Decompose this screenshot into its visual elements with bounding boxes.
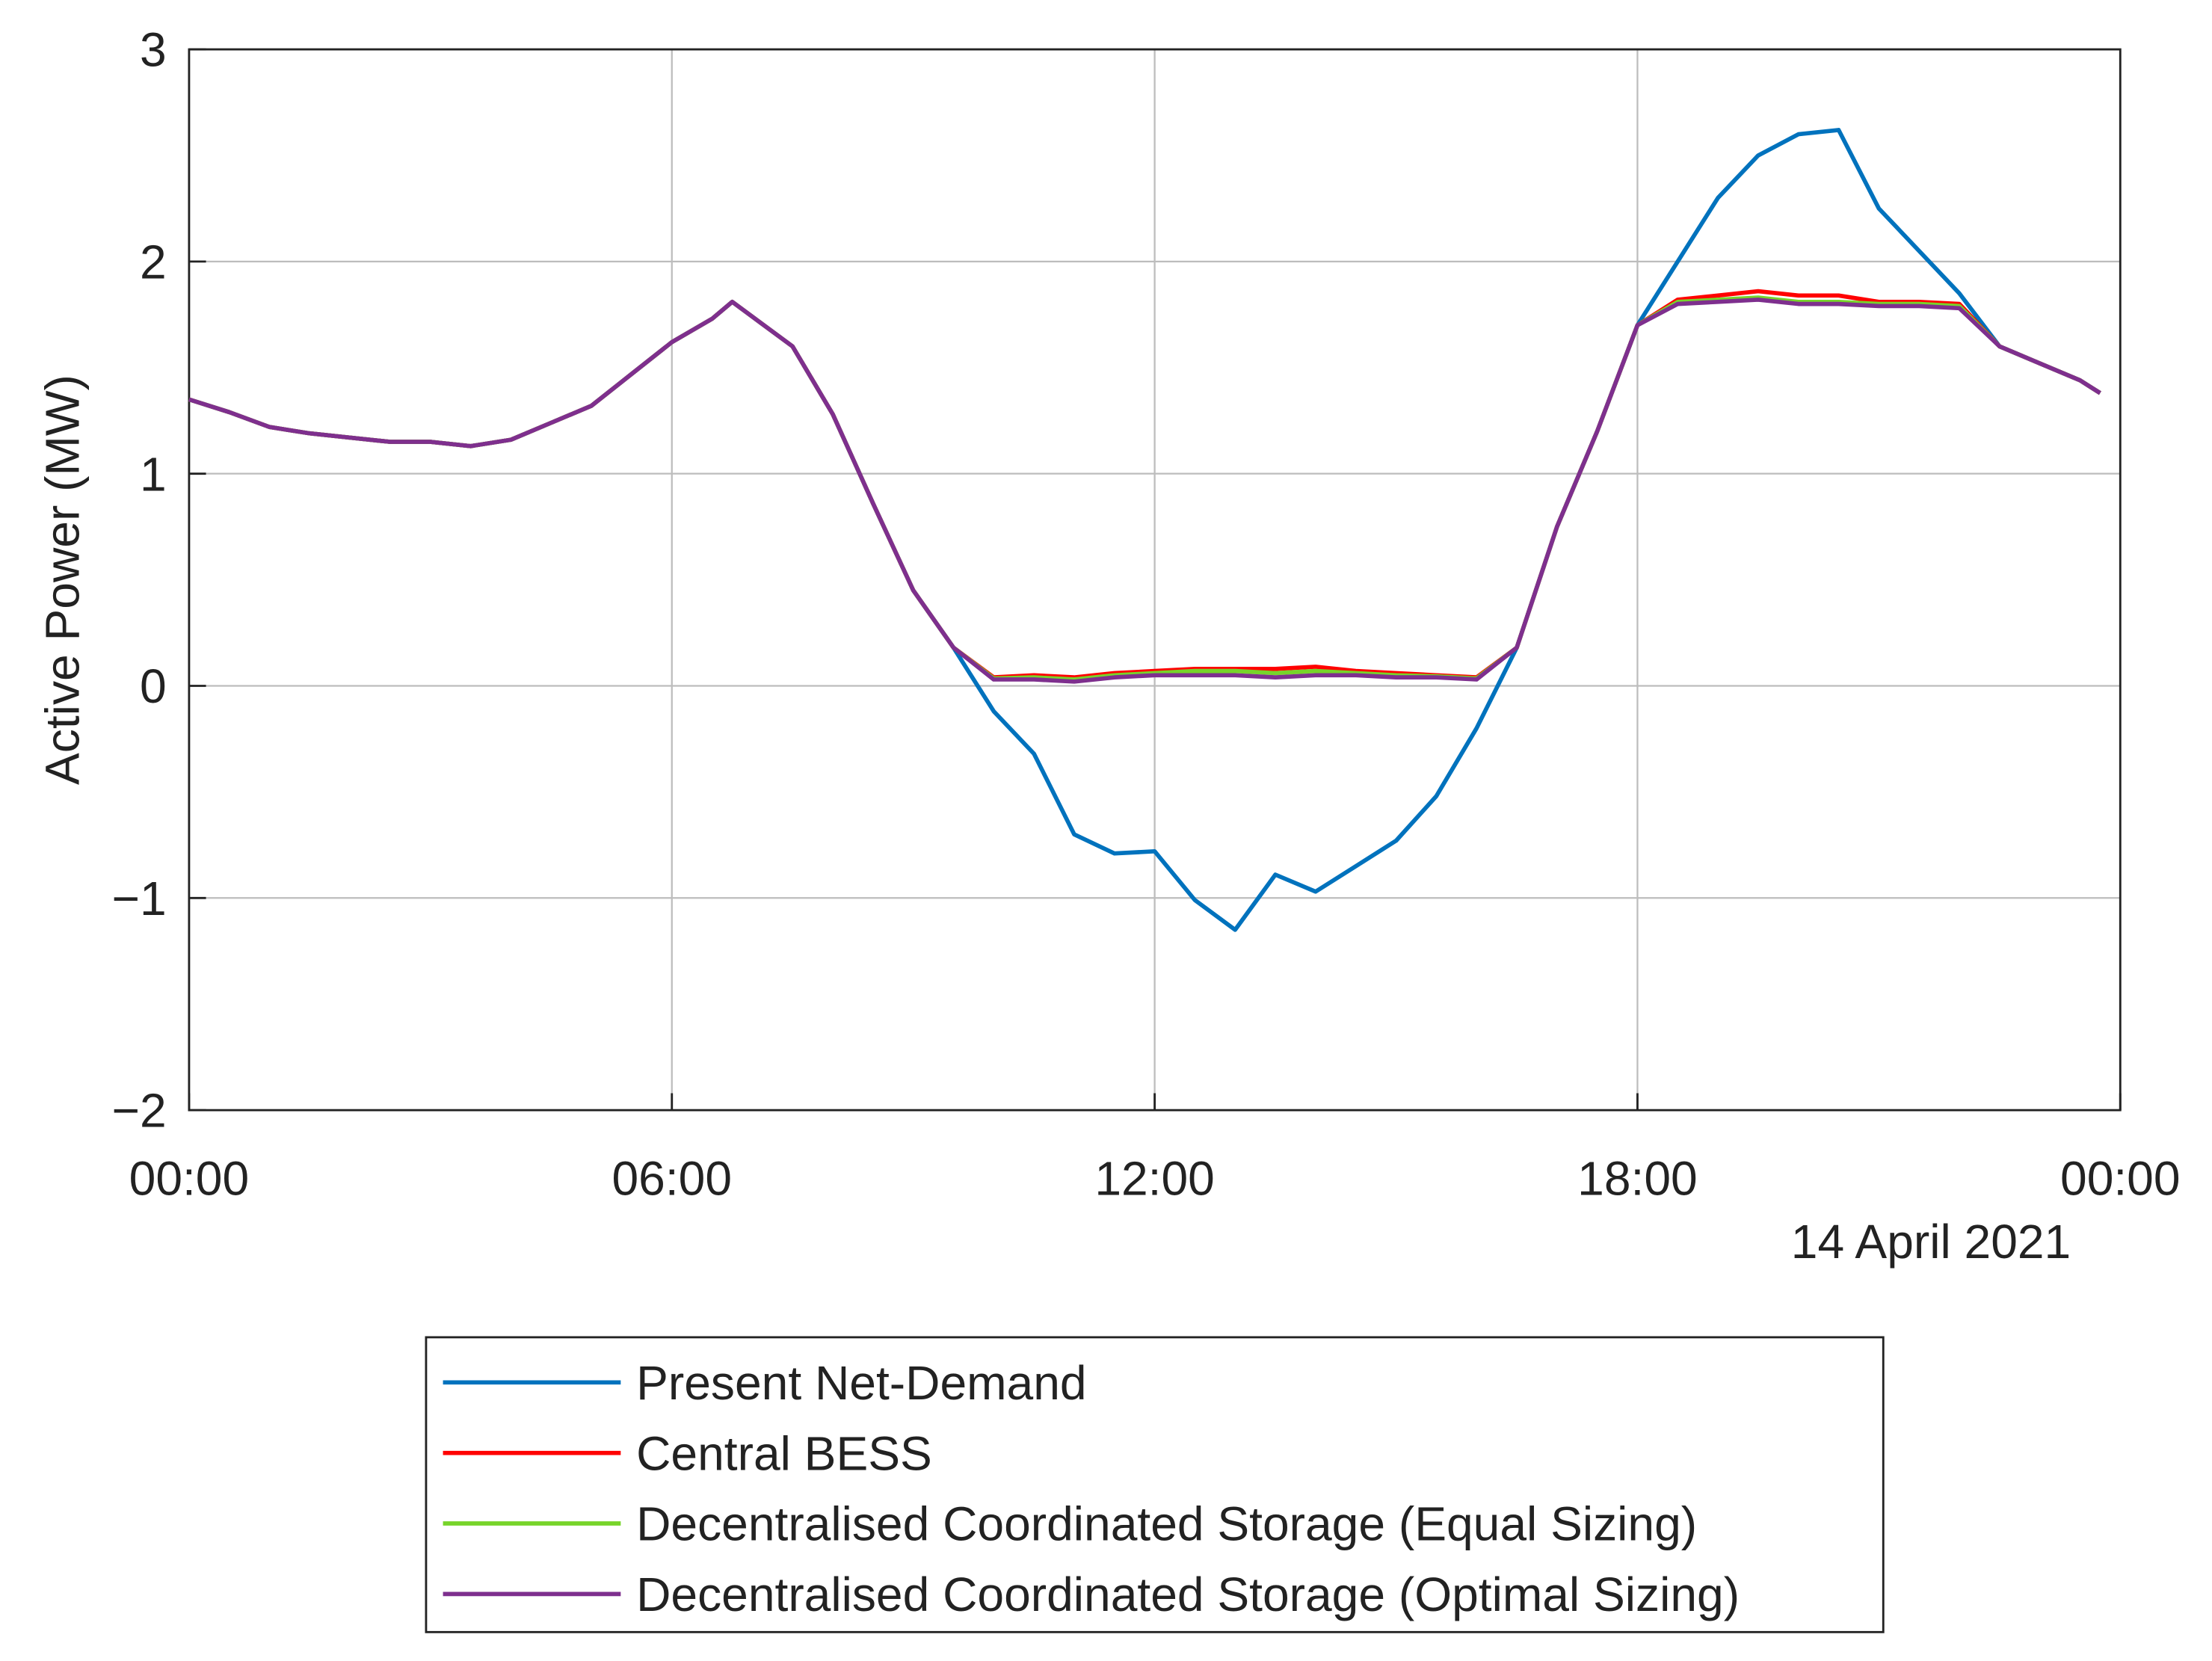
legend-label: Decentralised Coordinated Storage (Equal… bbox=[636, 1497, 1697, 1551]
series-line bbox=[188, 298, 2101, 684]
x-tick-label: 00:00 bbox=[129, 1151, 250, 1205]
y-tick-label: 0 bbox=[140, 659, 167, 713]
series-line bbox=[188, 289, 2101, 680]
y-tick-label: 2 bbox=[140, 235, 167, 289]
plot-frame bbox=[188, 48, 2122, 1112]
date-label: 14 April 2021 bbox=[1791, 1215, 2071, 1269]
y-tick-label: 1 bbox=[140, 447, 167, 501]
legend-label: Present Net-Demand bbox=[636, 1356, 1086, 1410]
x-tick-label: 00:00 bbox=[2060, 1151, 2181, 1205]
x-tick-label: 12:00 bbox=[1094, 1151, 1215, 1205]
series-line bbox=[188, 295, 2101, 682]
y-axis-label: Active Power (MW) bbox=[36, 375, 90, 785]
legend-label: Decentralised Coordinated Storage (Optim… bbox=[636, 1568, 1740, 1621]
x-tick-label: 06:00 bbox=[612, 1151, 733, 1205]
x-tick-label: 18:00 bbox=[1577, 1151, 1698, 1205]
y-tick-label: −1 bbox=[112, 872, 167, 925]
legend-box bbox=[425, 1336, 1885, 1633]
y-tick-label: 3 bbox=[140, 23, 167, 77]
legend-label: Central BESS bbox=[636, 1426, 932, 1480]
series-line bbox=[188, 128, 2101, 932]
y-tick-label: −2 bbox=[112, 1084, 167, 1138]
